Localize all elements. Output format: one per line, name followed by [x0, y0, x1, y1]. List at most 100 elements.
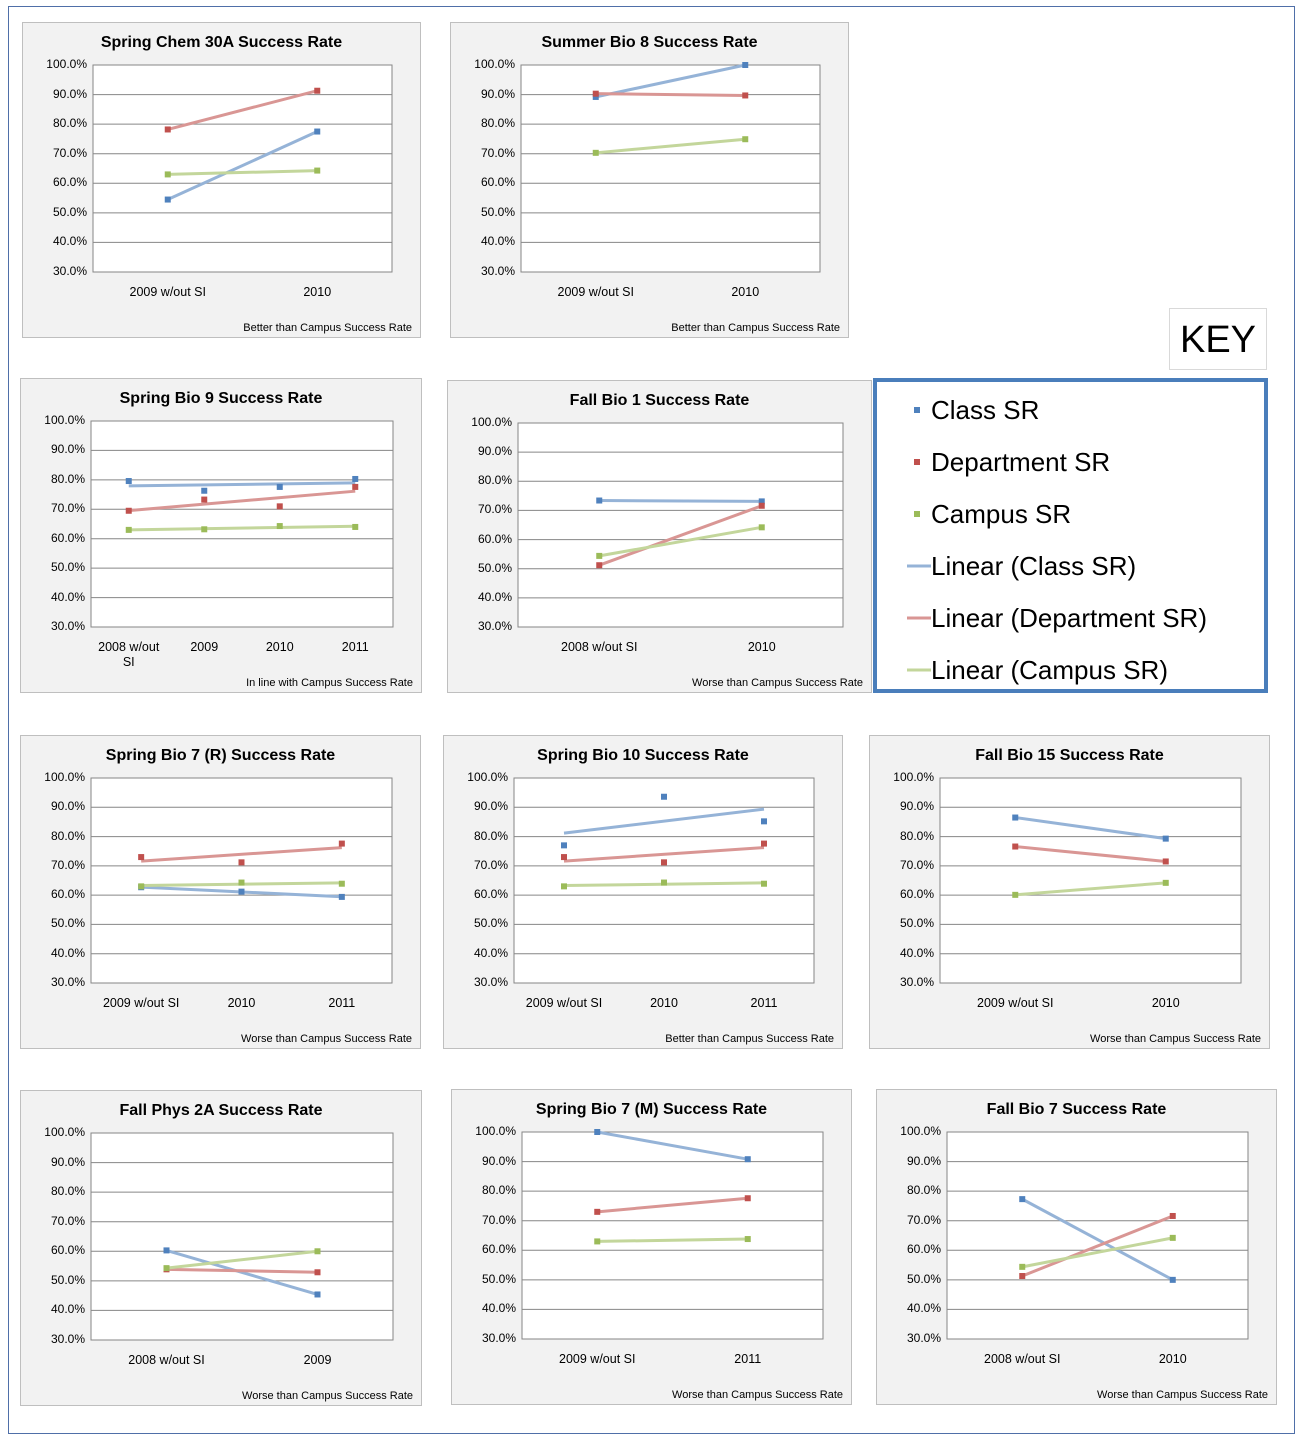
data-marker: [744, 1195, 751, 1202]
y-tick-label: 40.0%: [899, 945, 934, 960]
y-tick-label: 100.0%: [44, 770, 85, 784]
trend-line: [1021, 1214, 1174, 1278]
x-tick-label: 2010: [303, 285, 332, 299]
data-marker: [201, 496, 208, 503]
data-marker: [661, 859, 667, 866]
plot-area: [90, 420, 394, 628]
data-marker: [561, 842, 567, 849]
data-marker: [1169, 1234, 1176, 1241]
chart-note: Worse than Campus Success Rate: [242, 1390, 413, 1402]
x-tick-label: 2009 w/out SI: [557, 285, 634, 299]
data-marker: [125, 507, 132, 514]
trend-line: [1021, 1197, 1174, 1282]
plot-area: [517, 422, 844, 628]
chart-title: Spring Chem 30A Success Rate: [100, 34, 343, 51]
chart-title: Fall Bio 1 Success Rate: [569, 392, 750, 409]
y-tick-label: 30.0%: [906, 1331, 941, 1345]
y-tick-label: 90.0%: [473, 799, 508, 814]
data-marker: [758, 524, 765, 531]
y-tick-label: 70.0%: [477, 502, 512, 517]
y-tick-label: 90.0%: [50, 442, 85, 457]
data-marker: [661, 793, 667, 800]
y-tick-label: 70.0%: [50, 1213, 85, 1228]
y-tick-label: 70.0%: [481, 1212, 516, 1227]
y-tick-label: 50.0%: [50, 1272, 85, 1287]
x-tick-label: 2011: [734, 1352, 762, 1366]
plot-area: [946, 1131, 1249, 1340]
x-tick-label: 2010: [747, 640, 776, 654]
y-tick-label: 50.0%: [481, 1271, 516, 1286]
chart-note: Better than Campus Success Rate: [243, 322, 412, 334]
data-marker: [761, 818, 767, 825]
y-tick-label: 80.0%: [480, 116, 515, 131]
y-tick-label: 50.0%: [899, 916, 934, 931]
chart-panel: 30.0% 40.0% 50.0% 60.0% 70.0% 80.0% 90.0% 100.0…: [22, 22, 421, 338]
plot-area: [90, 1132, 394, 1341]
plot: [520, 62, 821, 273]
key-label: Class SR: [931, 395, 1040, 425]
chart-panel: 30.0% 40.0% 50.0% 60.0% 70.0% 80.0% 90.0% 100.0…: [447, 380, 872, 693]
key-label: Linear (Department SR): [931, 603, 1207, 633]
chart-panel: 30.0% 40.0% 50.0% 60.0% 70.0% 80.0% 90.0% 100.0…: [869, 735, 1270, 1049]
data-marker: [164, 196, 171, 203]
data-marker: [561, 854, 567, 861]
y-tick-label: 60.0%: [50, 530, 85, 545]
trend-line: [595, 137, 746, 155]
data-marker: [761, 840, 767, 847]
data-marker: [338, 893, 345, 900]
key-title: KEY: [1169, 308, 1267, 370]
y-tick-label: 60.0%: [480, 175, 515, 190]
y-tick-label: 60.0%: [52, 175, 87, 190]
data-marker: [352, 483, 359, 490]
key-symbol: [907, 668, 931, 672]
y-tick-label: 80.0%: [50, 828, 85, 843]
chart-title: Fall Phys 2A Success Rate: [119, 1102, 323, 1119]
y-tick-label: 90.0%: [906, 1153, 941, 1168]
data-marker: [338, 840, 345, 847]
y-tick-label: 90.0%: [477, 444, 512, 459]
x-tick-label: 2010: [731, 285, 760, 299]
chart-title: Spring Bio 7 (M) Success Rate: [535, 1101, 768, 1118]
y-tick-label: 40.0%: [906, 1301, 941, 1316]
key-symbol: [907, 564, 931, 568]
data-marker: [1162, 858, 1169, 865]
x-tick-label: 2009 w/out SI: [977, 996, 1054, 1010]
y-tick-label: 70.0%: [480, 145, 515, 160]
trend-line: [599, 499, 762, 503]
x-tick-label: 2009 w/out SI: [559, 1352, 636, 1366]
key-label: Campus SR: [931, 499, 1072, 529]
chart-title: Summer Bio 8 Success Rate: [541, 34, 758, 51]
y-tick-label: 50.0%: [906, 1271, 941, 1286]
chart-title: Spring Bio 7 (R) Success Rate: [105, 747, 336, 764]
y-tick-label: 70.0%: [50, 857, 85, 872]
y-tick-label: 60.0%: [50, 887, 85, 902]
y-tick-label: 40.0%: [481, 1301, 516, 1316]
x-tick-label: 2010: [227, 996, 256, 1010]
plot: [939, 777, 1242, 984]
chart-note: Worse than Campus Success Rate: [1097, 1389, 1268, 1401]
key-symbol: [914, 407, 920, 413]
data-marker: [1019, 1273, 1026, 1280]
y-tick-label: 80.0%: [473, 828, 508, 843]
y-tick-label: 70.0%: [50, 501, 85, 516]
y-tick-label: 30.0%: [50, 975, 85, 989]
y-tick-label: 40.0%: [477, 589, 512, 604]
y-tick-label: 30.0%: [50, 1332, 85, 1346]
data-marker: [761, 880, 767, 887]
data-marker: [314, 128, 321, 135]
key-marker: [914, 459, 920, 465]
data-marker: [125, 526, 132, 533]
trend-line: [596, 1130, 749, 1161]
data-marker: [276, 483, 283, 490]
chart-title: Fall Bio 7 Success Rate: [986, 1101, 1167, 1118]
x-tick-label: 2008 w/out SI: [561, 640, 638, 654]
chart-panel: 30.0% 40.0% 50.0% 60.0% 70.0% 80.0% 90.0% 100.0…: [876, 1089, 1277, 1405]
y-tick-label: 40.0%: [52, 234, 87, 249]
y-tick-label: 60.0%: [50, 1243, 85, 1258]
trend-line: [595, 63, 746, 99]
y-tick-label: 100.0%: [474, 57, 515, 71]
trend-line: [166, 1248, 318, 1296]
trend-line: [598, 504, 763, 567]
data-marker: [164, 171, 171, 178]
